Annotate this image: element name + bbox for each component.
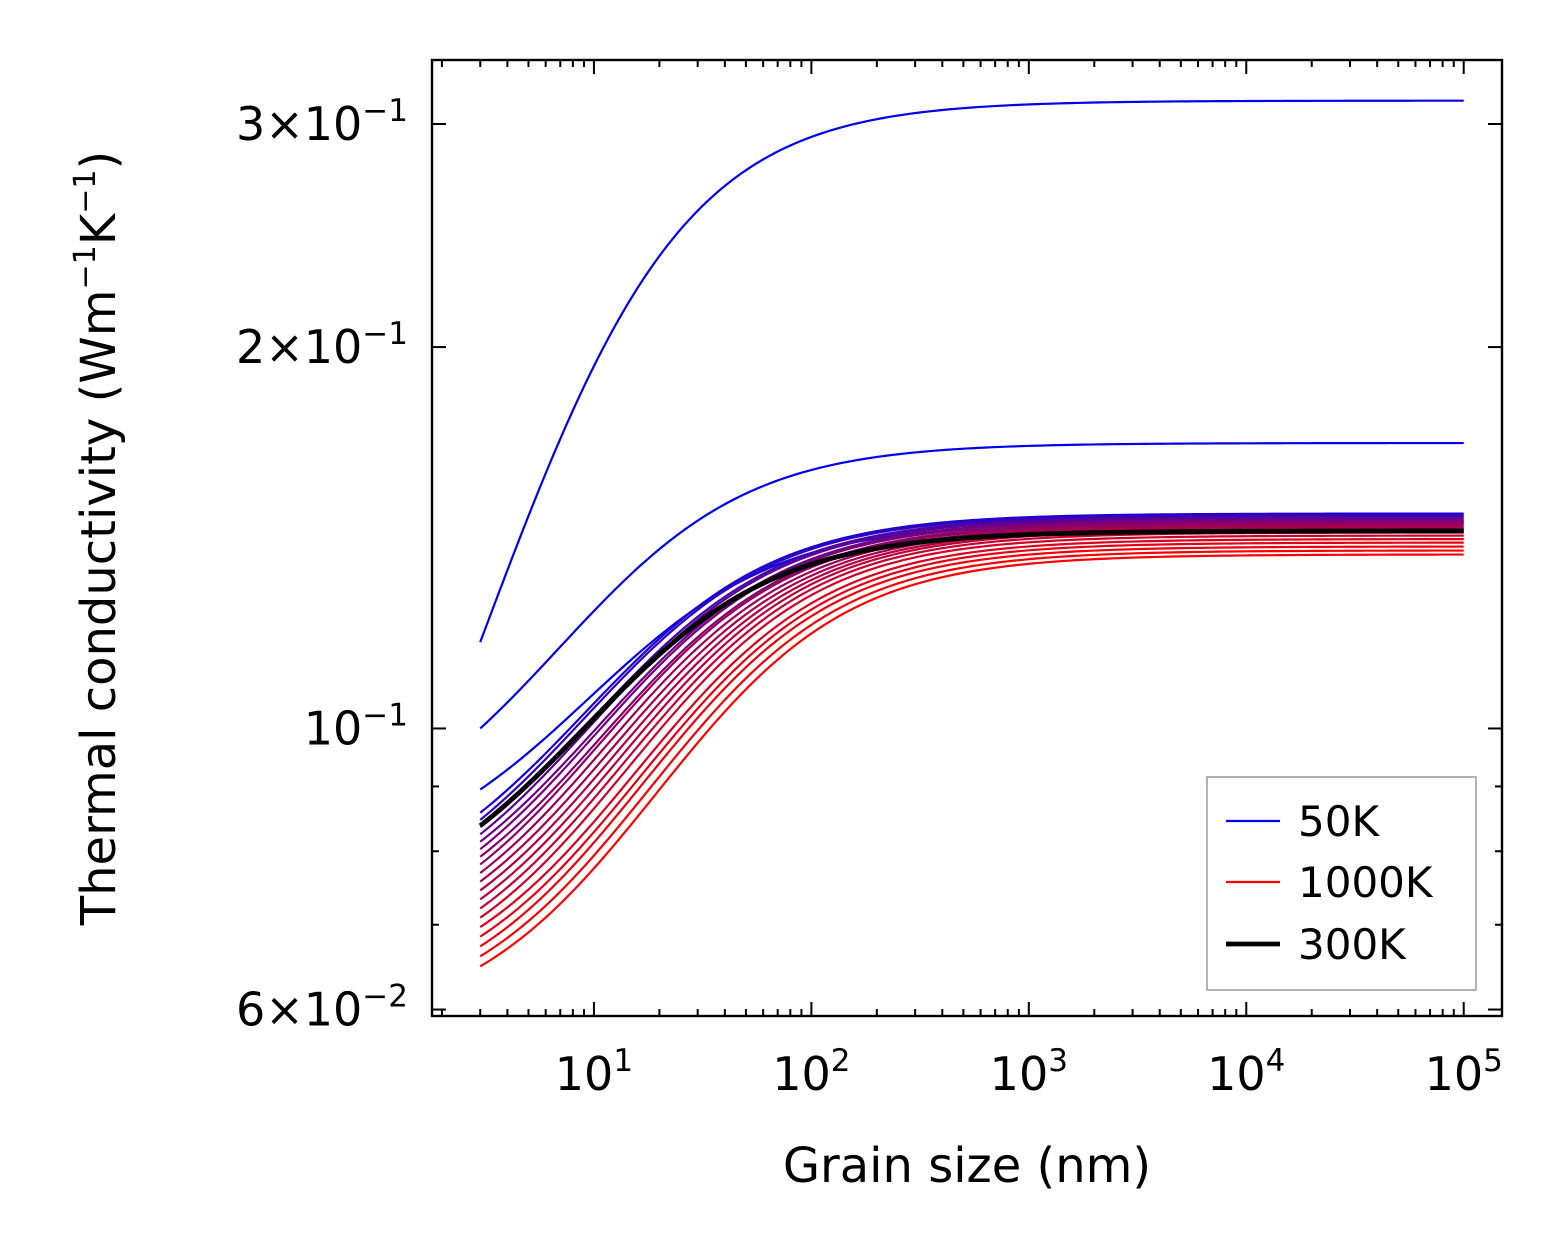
series-line-100k bbox=[479, 441, 1464, 730]
x-axis-label: Grain size (nm) bbox=[783, 1138, 1151, 1194]
x-tick-label: 104 bbox=[1207, 1043, 1285, 1101]
y-tick-label: 6×10−2 bbox=[236, 979, 408, 1037]
legend-label-1000k: 1000K bbox=[1298, 858, 1434, 907]
series-line-t12 bbox=[479, 524, 1464, 874]
y-tick-label: 10−1 bbox=[304, 697, 408, 755]
series-line-t11 bbox=[479, 522, 1464, 866]
y-tick-label: 3×10−1 bbox=[236, 93, 408, 151]
series-line-50k bbox=[479, 99, 1464, 643]
series-line-t5 bbox=[479, 513, 1464, 821]
y-tick-labels: 6×10−2 10−1 2×10−1 3×10−1 bbox=[236, 93, 408, 1037]
series-line-t6 bbox=[479, 515, 1464, 828]
series-line-t8 bbox=[479, 518, 1464, 843]
series-line-t17 bbox=[479, 534, 1464, 919]
y-label-mid: K bbox=[71, 212, 127, 245]
y-axis-label: Thermal conductivity (Wm−1K−1) bbox=[68, 151, 127, 926]
series-line-t4 bbox=[479, 512, 1464, 814]
x-tick-label: 101 bbox=[555, 1043, 633, 1101]
plot-frame bbox=[430, 58, 1504, 1018]
legend-box bbox=[1206, 776, 1477, 991]
series-line-300k bbox=[478, 528, 1464, 828]
y-label-close: ) bbox=[71, 151, 127, 170]
y-label-base: Thermal conductivity (Wm bbox=[71, 289, 127, 926]
series-line-t20 bbox=[479, 545, 1464, 948]
x-tick-labels: 101 102 103 104 105 bbox=[555, 1043, 1503, 1101]
legend-label-50k: 50K bbox=[1298, 797, 1380, 846]
x-tick-label: 103 bbox=[990, 1043, 1068, 1101]
series-line-1000k bbox=[479, 553, 1464, 968]
series-line-t21 bbox=[479, 549, 1464, 958]
series-line-t10 bbox=[479, 521, 1464, 858]
y-tick-label: 2×10−1 bbox=[236, 316, 408, 374]
legend-label-300k: 300K bbox=[1298, 920, 1407, 969]
series-line-t9 bbox=[479, 519, 1464, 851]
legend: 50K 1000K 300K bbox=[1206, 776, 1477, 991]
y-label-exp2: −1 bbox=[68, 170, 103, 214]
y-label-exp1: −1 bbox=[68, 245, 103, 289]
x-tick-label: 105 bbox=[1425, 1043, 1503, 1101]
series-line-t18 bbox=[479, 538, 1464, 929]
series-line-t19 bbox=[479, 541, 1464, 938]
x-tick-label: 102 bbox=[772, 1043, 850, 1101]
series-layer bbox=[478, 99, 1464, 968]
